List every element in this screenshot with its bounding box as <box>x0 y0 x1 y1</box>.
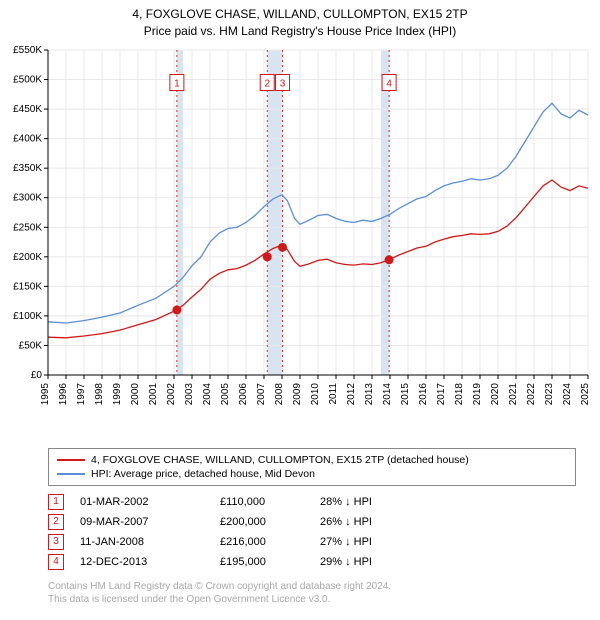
svg-text:2003: 2003 <box>184 382 195 405</box>
sale-price: £200,000 <box>220 516 320 528</box>
sale-row: 1 01-MAR-2002£110,00028% ↓ HPI <box>48 492 576 512</box>
svg-text:£200K: £200K <box>13 251 42 262</box>
sale-row: 3 11-JAN-2008£216,00027% ↓ HPI <box>48 532 576 552</box>
legend: 4, FOXGLOVE CHASE, WILLAND, CULLOMPTON, … <box>48 448 576 486</box>
legend-label: 4, FOXGLOVE CHASE, WILLAND, CULLOMPTON, … <box>91 454 469 466</box>
legend-swatch <box>57 473 85 475</box>
sale-marker-number: 2 <box>48 514 64 530</box>
chart-container: 4, FOXGLOVE CHASE, WILLAND, CULLOMPTON, … <box>0 0 600 607</box>
svg-text:£150K: £150K <box>13 281 42 292</box>
svg-text:2018: 2018 <box>454 382 465 405</box>
svg-text:2023: 2023 <box>544 382 555 405</box>
svg-text:2004: 2004 <box>202 382 213 405</box>
svg-text:2016: 2016 <box>418 382 429 405</box>
svg-text:2024: 2024 <box>562 382 573 405</box>
svg-text:2011: 2011 <box>328 382 339 404</box>
sale-date: 12-DEC-2013 <box>80 556 220 568</box>
sale-marker-number: 1 <box>48 494 64 510</box>
svg-text:2025: 2025 <box>580 382 591 405</box>
svg-text:2019: 2019 <box>472 382 483 405</box>
svg-text:2010: 2010 <box>310 382 321 405</box>
svg-text:2007: 2007 <box>256 382 267 405</box>
sale-price: £195,000 <box>220 556 320 568</box>
sale-date: 11-JAN-2008 <box>80 536 220 548</box>
chart-plot: 1 23 4 £0 £50K £100K £150K £200K £250K £300K £350K… <box>0 40 600 440</box>
svg-text:2022: 2022 <box>526 382 537 405</box>
svg-text:1: 1 <box>174 78 180 89</box>
footer-attribution: Contains HM Land Registry data © Crown c… <box>48 580 576 607</box>
sale-date: 01-MAR-2002 <box>80 496 220 508</box>
svg-text:£250K: £250K <box>13 222 42 233</box>
svg-text:2005: 2005 <box>220 382 231 405</box>
svg-text:2: 2 <box>264 78 270 89</box>
sale-pct-vs-hpi: 28% ↓ HPI <box>320 496 440 508</box>
svg-text:£0: £0 <box>31 370 43 381</box>
sale-row: 2 09-MAR-2007£200,00026% ↓ HPI <box>48 512 576 532</box>
svg-text:£400K: £400K <box>13 133 42 144</box>
sale-marker-number: 3 <box>48 534 64 550</box>
legend-label: HPI: Average price, detached house, Mid … <box>91 468 315 480</box>
sale-price: £216,000 <box>220 536 320 548</box>
svg-text:1995: 1995 <box>40 382 51 405</box>
sale-date: 09-MAR-2007 <box>80 516 220 528</box>
title-address: 4, FOXGLOVE CHASE, WILLAND, CULLOMPTON, … <box>0 6 600 23</box>
svg-text:£50K: £50K <box>19 340 43 351</box>
title-subtitle: Price paid vs. HM Land Registry's House … <box>0 23 600 40</box>
svg-text:3: 3 <box>280 78 286 89</box>
sale-row: 4 12-DEC-2013£195,00029% ↓ HPI <box>48 552 576 572</box>
footer-line1: Contains HM Land Registry data © Crown c… <box>48 580 576 594</box>
svg-text:£100K: £100K <box>13 311 42 322</box>
svg-text:2006: 2006 <box>238 382 249 405</box>
svg-text:2008: 2008 <box>274 382 285 405</box>
svg-text:2000: 2000 <box>130 382 141 405</box>
legend-item: 4, FOXGLOVE CHASE, WILLAND, CULLOMPTON, … <box>57 453 567 467</box>
sale-marker-number: 4 <box>48 554 64 570</box>
svg-text:£500K: £500K <box>13 74 42 85</box>
svg-text:2014: 2014 <box>382 382 393 405</box>
svg-text:1998: 1998 <box>94 382 105 405</box>
svg-text:£350K: £350K <box>13 163 42 174</box>
svg-text:1999: 1999 <box>112 382 123 405</box>
svg-text:2017: 2017 <box>436 382 447 405</box>
legend-swatch <box>57 459 85 461</box>
legend-item: HPI: Average price, detached house, Mid … <box>57 467 567 481</box>
sale-price: £110,000 <box>220 496 320 508</box>
svg-text:2001: 2001 <box>148 382 159 405</box>
svg-text:2020: 2020 <box>490 382 501 405</box>
svg-text:1997: 1997 <box>76 382 87 405</box>
footer-line2: This data is licensed under the Open Gov… <box>48 593 576 607</box>
svg-text:2013: 2013 <box>364 382 375 405</box>
chart-svg: 1 23 4 £0 £50K £100K £150K £200K £250K £300K £350K… <box>0 40 600 440</box>
svg-text:£550K: £550K <box>13 45 42 56</box>
svg-text:2015: 2015 <box>400 382 411 405</box>
svg-text:2021: 2021 <box>508 382 519 405</box>
svg-text:4: 4 <box>386 78 392 89</box>
svg-text:2002: 2002 <box>166 382 177 405</box>
svg-text:£450K: £450K <box>13 104 42 115</box>
sales-table: 1 01-MAR-2002£110,00028% ↓ HPI 2 09-MAR-200… <box>48 492 576 572</box>
title-block: 4, FOXGLOVE CHASE, WILLAND, CULLOMPTON, … <box>0 0 600 40</box>
svg-text:£300K: £300K <box>13 192 42 203</box>
sale-pct-vs-hpi: 29% ↓ HPI <box>320 556 440 568</box>
svg-text:2009: 2009 <box>292 382 303 405</box>
sale-pct-vs-hpi: 27% ↓ HPI <box>320 536 440 548</box>
svg-text:1996: 1996 <box>58 382 69 405</box>
svg-text:2012: 2012 <box>346 382 357 405</box>
sale-pct-vs-hpi: 26% ↓ HPI <box>320 516 440 528</box>
